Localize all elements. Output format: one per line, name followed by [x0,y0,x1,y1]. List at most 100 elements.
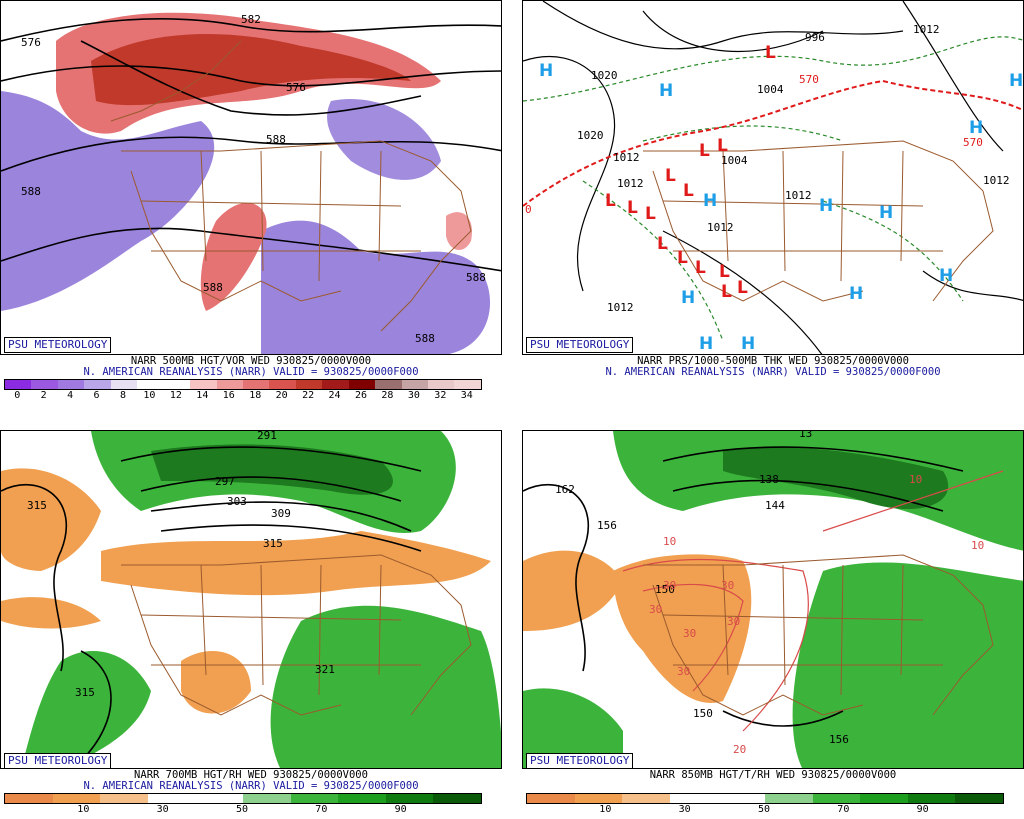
legend-tick-label: 32 [434,390,447,401]
legend-tick-label: 90 [916,804,929,815]
legend-swatch [31,380,58,389]
legend-swatch [163,380,191,389]
temperature-label: 30 [649,603,662,616]
psu-meteorology-badge: PSU METEOROLOGY [526,337,634,353]
high-pressure-marker: H [879,203,893,223]
legend-color-bar [4,379,482,390]
vorticity-min-region-east [327,99,441,180]
contour-label: 156 [597,519,617,532]
map-500mb-svg: 576 576 588 588 588 588 588 582 [1,12,501,354]
contour-label: 1020 [577,129,604,142]
contour-label: 1004 [757,83,784,96]
legend-swatch [137,380,164,389]
contour-label: 570 [799,73,819,86]
temperature-label: 30 [677,665,690,678]
vorticity-max-region-atlantic [446,212,472,251]
legend-swatch [717,794,765,803]
contour-label: 1012 [913,23,940,36]
legend-swatch [147,794,196,803]
panel-title: NARR 500MB HGT/VOR WED 930825/0000V000 [130,355,372,367]
contour-label: 162 [555,483,575,496]
contour-label: 576 [21,36,41,49]
legend-swatch [348,380,376,389]
low-pressure-marker: L [721,282,732,302]
high-pressure-marker: H [699,334,713,354]
legend-swatch [190,380,217,389]
contour-label: 588 [415,332,435,345]
contour-label: 144 [765,499,785,512]
high-pressure-marker: H [939,266,953,286]
political-borders [121,554,472,716]
legend-tick-label: 4 [67,390,74,401]
legend-swatch [428,380,455,389]
panel-subtitle: N. AMERICAN REANALYSIS (NARR) VALID = 93… [83,366,419,378]
legend-tick-label: 26 [354,390,368,401]
low-pressure-marker: L [665,166,676,186]
panel-title: NARR 850MB HGT/T/RH WED 930825/0000V000 [649,769,897,781]
low-pressure-marker: L [677,248,688,268]
legend-color-bar [526,793,1004,804]
thickness-contours [523,36,1023,342]
contour-label: 1012 [707,221,734,234]
panel-500mb-vorticity: 576 576 588 588 588 588 588 582 PSU METE… [0,0,502,404]
legend-swatch [527,794,575,803]
contour-label: 0 [525,203,532,216]
map-500mb: 576 576 588 588 588 588 588 582 [0,0,502,355]
psu-meteorology-badge: PSU METEOROLOGY [4,753,112,769]
legend-tick-label: 6 [93,390,100,401]
low-pressure-marker: L [645,204,656,224]
legend-tick-label: 10 [599,804,612,815]
temperature-contours [622,470,1004,732]
rh-moist-region-south [523,688,623,768]
legend-tick-label: 30 [407,390,420,401]
panel-850mb-temp-rh: 13 138 144 162 156 150 150 156 30 30 30 … [522,414,1024,818]
rh-dry-region-pacific [1,597,101,629]
legend-tick-label: 10 [143,390,156,401]
low-pressure-marker: L [765,43,776,63]
legend-swatch [242,380,270,389]
legend-swatch [84,380,111,389]
legend-tick-label: 12 [169,390,182,401]
psu-meteorology-badge: PSU METEOROLOGY [526,753,634,769]
legend-tick-label: 30 [678,804,691,815]
political-borders [643,140,994,302]
legend-tick-label: 30 [156,804,169,815]
thickness-570-line [523,79,1023,207]
contour-label: 309 [271,507,291,520]
temperature-label: 30 [721,579,734,592]
legend-tick-label: 0 [14,390,21,401]
contour-label: 315 [27,499,47,512]
legend-tick-label: 18 [249,390,262,401]
vorticity-min-region-southeast [261,220,490,354]
high-pressure-marker: H [1009,71,1023,91]
legend-swatch [242,794,291,803]
legend-tick-label: 90 [394,804,407,815]
rh-moist-region-east [792,562,1023,768]
low-pressure-markers: L L L L L L L L L L L L L L [605,43,776,302]
contour-label: 297 [215,475,235,488]
panel-subtitle: N. AMERICAN REANALYSIS (NARR) VALID = 93… [605,366,941,378]
contour-label: 315 [75,686,95,699]
height-contours [1,18,501,272]
legend-swatch [216,380,243,389]
contour-label: 1012 [983,174,1010,187]
legend-swatch [385,794,434,803]
legend-swatch [269,380,296,389]
rh-dry-region-west [523,550,623,631]
temperature-label: 30 [663,579,676,592]
contour-label: 138 [759,473,779,486]
vorticity-min-region-west [1,91,215,311]
legend-swatch [433,794,481,803]
political-borders [110,40,472,332]
political-borders [643,554,994,716]
low-pressure-marker: L [717,136,728,156]
legend-swatch [100,794,148,803]
legend-tick-label: 70 [315,804,328,815]
legend-swatch [295,380,323,389]
legend-tick-label: 24 [328,390,341,401]
legend-tick-label: 28 [381,390,394,401]
contour-label: 1012 [785,189,812,202]
rh-moist-region-southwest [21,651,151,768]
high-pressure-marker: H [969,118,983,138]
legend-swatch [338,794,386,803]
